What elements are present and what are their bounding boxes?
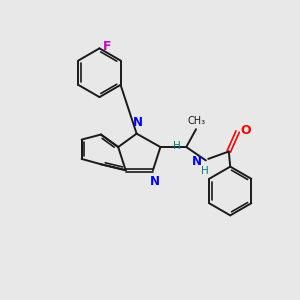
Text: H: H [173,141,181,152]
Text: O: O [241,124,251,137]
Text: N: N [133,116,143,129]
Text: H: H [201,166,209,176]
Text: N: N [192,155,202,168]
Text: CH₃: CH₃ [187,116,205,126]
Text: N: N [149,175,160,188]
Text: F: F [102,40,111,53]
